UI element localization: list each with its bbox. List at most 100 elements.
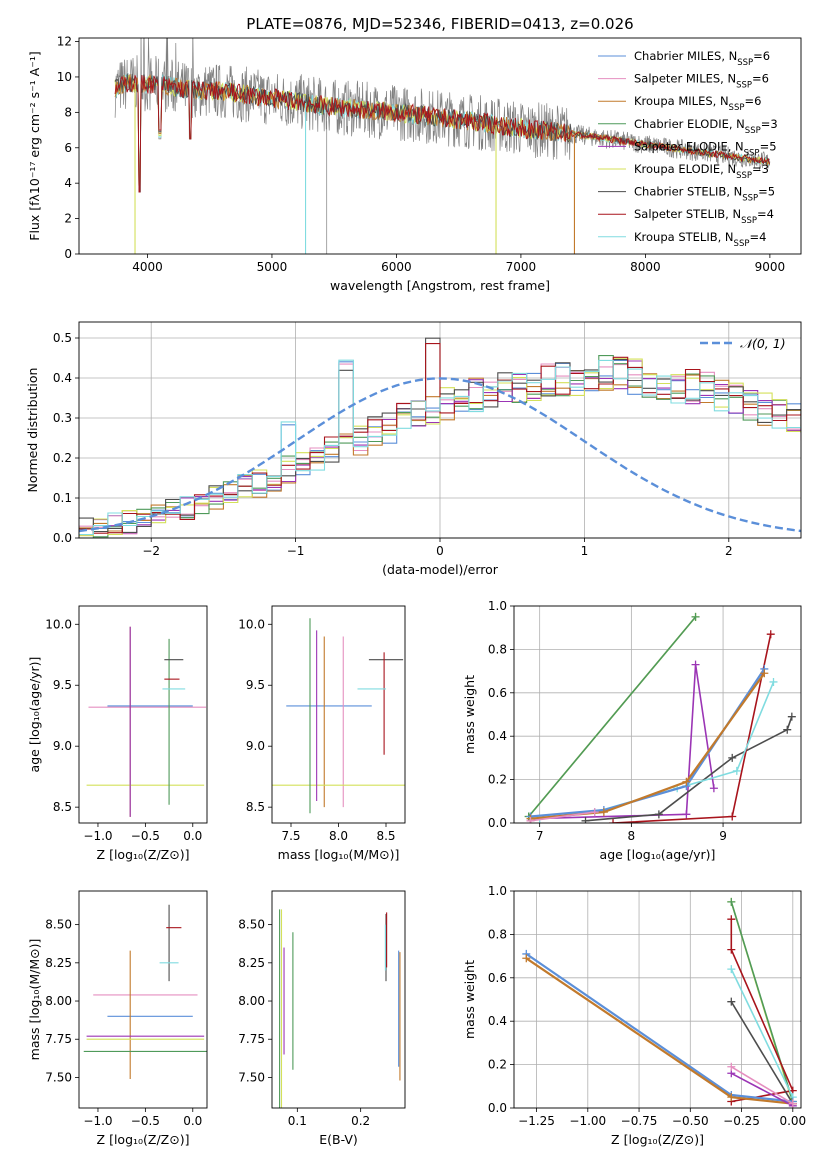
histogram-step (79, 343, 801, 534)
weight-marker (581, 816, 590, 823)
histogram-step (79, 337, 801, 533)
y-tick-label: 0.2 (488, 1058, 507, 1072)
y-tick-label: 7.75 (45, 1032, 72, 1046)
weight-line (530, 811, 595, 822)
x-tick-label: 9 (719, 829, 727, 843)
x-axis-label: E(B-V) (319, 1132, 358, 1147)
plot-area (79, 337, 801, 538)
weight-marker (727, 997, 736, 1006)
histogram-step (79, 359, 801, 538)
weight-marker (599, 808, 608, 817)
legend-label: 𝒩(0, 1) (740, 336, 786, 351)
weight-marker (787, 712, 796, 721)
weight-line (730, 968, 794, 1098)
x-tick-label: −0.5 (131, 1114, 160, 1128)
y-tick-label: 2 (64, 212, 72, 226)
y-tick-label: 0.4 (488, 1014, 507, 1028)
legend-label: Kroupa STELIB, NSSP=4 (634, 230, 766, 249)
legend-label: Salpeter MILES, NSSP=6 (634, 72, 769, 91)
weight-marker (727, 897, 736, 906)
x-tick-label: 0.0 (183, 1114, 202, 1128)
y-tick-label: 0.0 (488, 816, 507, 830)
panel-residuals: −2 −1 0 1 2 0.0 0.1 0.2 0.3 0.4 0.5 (data-model)/er… (25, 321, 802, 577)
x-tick-label: −0.5 (131, 829, 160, 843)
plot-area (86, 626, 207, 817)
weight-marker (526, 816, 535, 823)
y-tick-label: 8.00 (45, 994, 72, 1008)
y-tick-label: 10 (57, 70, 72, 84)
x-tick-label: 5000 (257, 260, 288, 274)
weight-marker (727, 965, 736, 974)
weight-marker (590, 808, 599, 817)
y-tick-label: 0.0 (488, 1101, 507, 1115)
weight-marker (727, 915, 736, 924)
x-tick-label: 7 (536, 829, 544, 843)
axes-frame (271, 605, 406, 824)
x-tick-label: 4000 (132, 260, 163, 274)
panel-mass_vs_ebv: 0.1 0.2 7.50 7.75 8.00 8.25 8.50 E(B-V) (238, 890, 406, 1147)
legend-label: Kroupa MILES, NSSP=6 (634, 94, 761, 113)
weight-marker (783, 725, 792, 734)
plot-area (272, 618, 405, 814)
axes-frame (78, 321, 802, 539)
weight-marker (727, 945, 736, 954)
y-tick-label: 6 (64, 141, 72, 155)
y-tick-label: 0.0 (53, 531, 72, 545)
weight-line (530, 664, 715, 820)
spectrum-line (114, 74, 770, 193)
x-tick-label: −1.0 (83, 1114, 112, 1128)
plot-area (83, 904, 207, 1079)
panel-weight_vs_Z: −1.25 −1.00 −0.75 −0.50 −0.25 0.00 0.0 0.2 0.4 0.… (462, 884, 806, 1147)
weight-line (530, 668, 766, 818)
axes-frame (78, 605, 208, 824)
y-tick-label: 0.2 (53, 451, 72, 465)
weight-line (528, 616, 697, 818)
y-tick-label: 8.25 (45, 956, 72, 970)
y-tick-label: 0.8 (488, 927, 507, 941)
axes-frame (78, 37, 802, 255)
histogram-step (79, 359, 801, 536)
axes-frame (78, 890, 208, 1109)
y-tick-label: 0.4 (488, 729, 507, 743)
plot-area (522, 897, 797, 1108)
y-axis-label: mass weight (462, 675, 477, 754)
weight-marker (691, 612, 700, 621)
x-tick-label: 7.5 (281, 829, 300, 843)
x-tick-label: 8.5 (376, 829, 395, 843)
weight-marker (788, 1099, 797, 1108)
y-tick-label: 0.8 (488, 642, 507, 656)
y-tick-label: 7.75 (238, 1032, 265, 1046)
figure-title: PLATE=0876, MJD=52346, FIBERID=0413, z=0… (246, 15, 633, 33)
y-tick-label: 8 (64, 105, 72, 119)
y-tick-label: 10.0 (238, 617, 265, 631)
x-tick-label: −1.00 (569, 1114, 606, 1128)
weight-marker (522, 954, 531, 963)
legend-label: Chabrier MILES, NSSP=6 (634, 49, 770, 68)
axes-frame (513, 890, 802, 1109)
weight-line (730, 1001, 794, 1105)
x-tick-label: −0.75 (621, 1114, 658, 1128)
x-axis-label: mass [log₁₀(M/M⊙)] (278, 847, 400, 862)
weight-marker (682, 810, 691, 819)
y-tick-label: 8.5 (246, 800, 265, 814)
y-tick-label: 1.0 (488, 884, 507, 898)
x-tick-label: 0.1 (288, 1114, 307, 1128)
weight-marker (766, 630, 775, 639)
y-tick-label: 8.50 (238, 918, 265, 932)
y-tick-label: 0.2 (488, 773, 507, 787)
legend-label: Salpeter STELIB, NSSP=4 (634, 207, 774, 226)
y-tick-label: 12 (57, 35, 72, 49)
weight-marker (732, 766, 741, 775)
histogram-step (79, 358, 801, 537)
y-tick-label: 1.0 (488, 599, 507, 613)
y-tick-label: 9.5 (53, 678, 72, 692)
weight-marker (727, 1093, 736, 1102)
y-axis-label: mass [log₁₀(M/M⊙)] (27, 939, 42, 1061)
panel-mass_vs_Z: −1.0 −0.5 0.0 7.50 7.75 8.00 8.25 8.50 Z [log₁₀(… (27, 890, 208, 1147)
y-tick-label: 0.5 (53, 331, 72, 345)
y-tick-label: 9.5 (246, 678, 265, 692)
y-tick-label: 9.0 (53, 739, 72, 753)
weight-marker (728, 812, 737, 821)
x-tick-label: −1.0 (83, 829, 112, 843)
legend-label: Kroupa ELODIE, NSSP=3 (634, 162, 769, 181)
